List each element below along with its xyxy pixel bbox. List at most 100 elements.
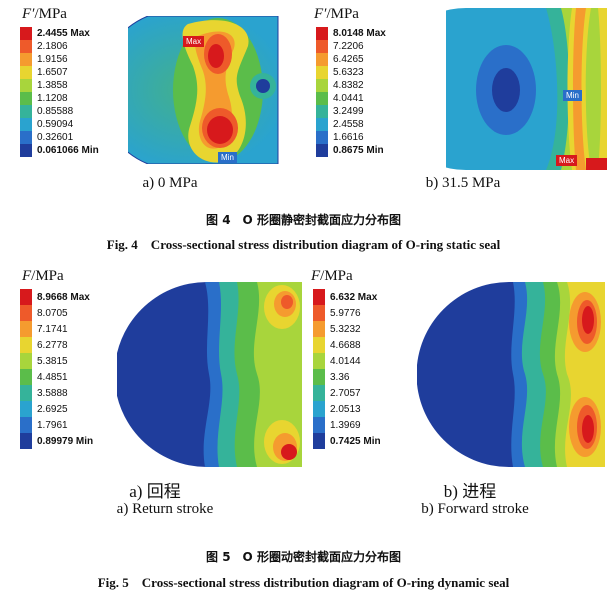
legend-value: 2.1806 xyxy=(37,41,68,52)
min-marker: Min xyxy=(218,152,237,163)
legend-swatch xyxy=(316,40,328,53)
legend-swatch xyxy=(316,92,328,105)
unit-label: F′/MPa xyxy=(22,6,67,22)
color-legend: 8.0148 Max 7.2206 6.4265 5.6323 4.8382 4.0441… xyxy=(316,27,426,157)
fig5-panel-a: F/MPa 8.9668 Max 8.0705 7.1741 6.2778 5.3815… xyxy=(0,265,305,525)
legend-swatch xyxy=(313,289,325,305)
legend-value: 0.8675 Min xyxy=(333,145,384,156)
legend-value: 5.9776 xyxy=(330,307,361,319)
legend-value: 1.6616 xyxy=(333,132,364,143)
legend-value: 4.0144 xyxy=(330,355,361,367)
legend-value: 3.2499 xyxy=(333,106,364,117)
stress-contour-plot xyxy=(417,282,605,467)
legend-swatch xyxy=(313,401,325,417)
legend-swatch xyxy=(20,92,32,105)
legend-swatch xyxy=(313,369,325,385)
legend-swatch xyxy=(20,417,32,433)
legend-swatch xyxy=(20,305,32,321)
figure-5-caption-cn: 图 5 O 形圈动密封截面应力分布图 xyxy=(206,550,401,564)
legend-swatch xyxy=(313,433,325,449)
color-legend: 2.4455 Max 2.1806 1.9156 1.6507 1.3858 1.1208… xyxy=(20,27,130,157)
legend-swatch xyxy=(20,385,32,401)
min-marker: Min xyxy=(563,90,582,101)
legend-swatch xyxy=(316,118,328,131)
legend-swatch xyxy=(316,53,328,66)
legend-value: 5.3232 xyxy=(330,323,361,335)
legend-value: 2.0513 xyxy=(330,403,361,415)
legend-swatch xyxy=(313,305,325,321)
panel-label-cn: b) 进程 xyxy=(443,482,497,501)
legend-swatch xyxy=(313,353,325,369)
legend-value: 7.1741 xyxy=(37,323,68,335)
panel-label: a) 0 MPa xyxy=(142,175,198,191)
legend-swatch xyxy=(20,337,32,353)
legend-value: 1.1208 xyxy=(37,93,68,104)
legend-value: 3.36 xyxy=(330,371,350,383)
legend-value: 0.061066 Min xyxy=(37,145,99,156)
max-marker: Max xyxy=(556,155,578,166)
legend-swatch xyxy=(316,79,328,92)
max-marker: Max xyxy=(183,36,205,47)
legend-swatch xyxy=(20,40,32,53)
legend-swatch xyxy=(20,53,32,66)
legend-value: 5.3815 xyxy=(37,355,68,367)
legend-value: 1.3858 xyxy=(37,80,68,91)
color-legend: 8.9668 Max 8.0705 7.1741 6.2778 5.3815 4.4851… xyxy=(20,289,130,449)
legend-value: 0.59094 xyxy=(37,119,74,130)
legend-value: 2.7057 xyxy=(330,387,361,399)
panel-label-en: b) Forward stroke xyxy=(421,501,529,517)
legend-value: 2.4558 xyxy=(333,119,364,130)
stress-contour-plot xyxy=(128,16,279,164)
fig4-panel-b: F′/MPa 8.0148 Max 7.2206 6.4265 5.6323 4.838… xyxy=(308,0,607,200)
legend-swatch xyxy=(313,321,325,337)
legend-swatch xyxy=(316,66,328,79)
legend-swatch xyxy=(316,131,328,144)
legend-value: 2.6925 xyxy=(37,403,68,415)
legend-swatch xyxy=(20,118,32,131)
figure-5-caption-en: Fig. 5 Cross-sectional stress distributi… xyxy=(97,575,510,590)
color-legend: 6.632 Max 5.9776 5.3232 4.6688 4.0144 3.36 2.7… xyxy=(313,289,423,449)
legend-swatch xyxy=(20,105,32,118)
legend-swatch xyxy=(20,27,32,40)
legend-value: 2.4455 Max xyxy=(37,28,90,39)
legend-swatch xyxy=(20,144,32,157)
legend-swatch xyxy=(316,105,328,118)
legend-value: 1.9156 xyxy=(37,54,68,65)
legend-value: 0.7425 Min xyxy=(330,435,381,447)
legend-value: 1.7961 xyxy=(37,419,68,431)
legend-swatch xyxy=(20,353,32,369)
legend-value: 0.85588 xyxy=(37,106,74,117)
legend-value: 8.0148 Max xyxy=(333,28,386,39)
stress-contour-plot xyxy=(446,8,607,170)
legend-value: 1.3969 xyxy=(330,419,361,431)
unit-label: F′/MPa xyxy=(314,6,359,22)
legend-value: 8.9668 Max xyxy=(37,291,90,303)
legend-swatch xyxy=(20,79,32,92)
stress-contour-plot xyxy=(117,282,302,467)
legend-value: 3.5888 xyxy=(37,387,68,399)
legend-swatch xyxy=(20,66,32,79)
legend-value: 4.6688 xyxy=(330,339,361,351)
legend-swatch xyxy=(20,369,32,385)
panel-label-cn: a) 回程 xyxy=(129,482,181,501)
legend-swatch xyxy=(20,289,32,305)
panel-label-en: a) Return stroke xyxy=(116,501,214,517)
legend-value: 0.32601 xyxy=(37,132,74,143)
legend-value: 4.8382 xyxy=(333,80,364,91)
legend-value: 8.0705 xyxy=(37,307,68,319)
figure-4-caption-cn: 图 4 O 形圈静密封截面应力分布图 xyxy=(206,213,401,227)
legend-value: 0.89979 Min xyxy=(37,435,94,447)
fig5-panel-b: F/MPa 6.632 Max 5.9776 5.3232 4.6688 4.0144 3… xyxy=(305,265,607,525)
legend-swatch xyxy=(316,144,328,157)
legend-value: 7.2206 xyxy=(333,41,364,52)
panel-label: b) 31.5 MPa xyxy=(425,175,501,191)
legend-swatch xyxy=(313,337,325,353)
legend-swatch xyxy=(313,385,325,401)
legend-swatch xyxy=(20,131,32,144)
unit-label: F/MPa xyxy=(311,268,353,284)
legend-swatch xyxy=(313,417,325,433)
legend-swatch xyxy=(20,321,32,337)
legend-value: 4.4851 xyxy=(37,371,68,383)
legend-value: 6.2778 xyxy=(37,339,68,351)
legend-value: 4.0441 xyxy=(333,93,364,104)
